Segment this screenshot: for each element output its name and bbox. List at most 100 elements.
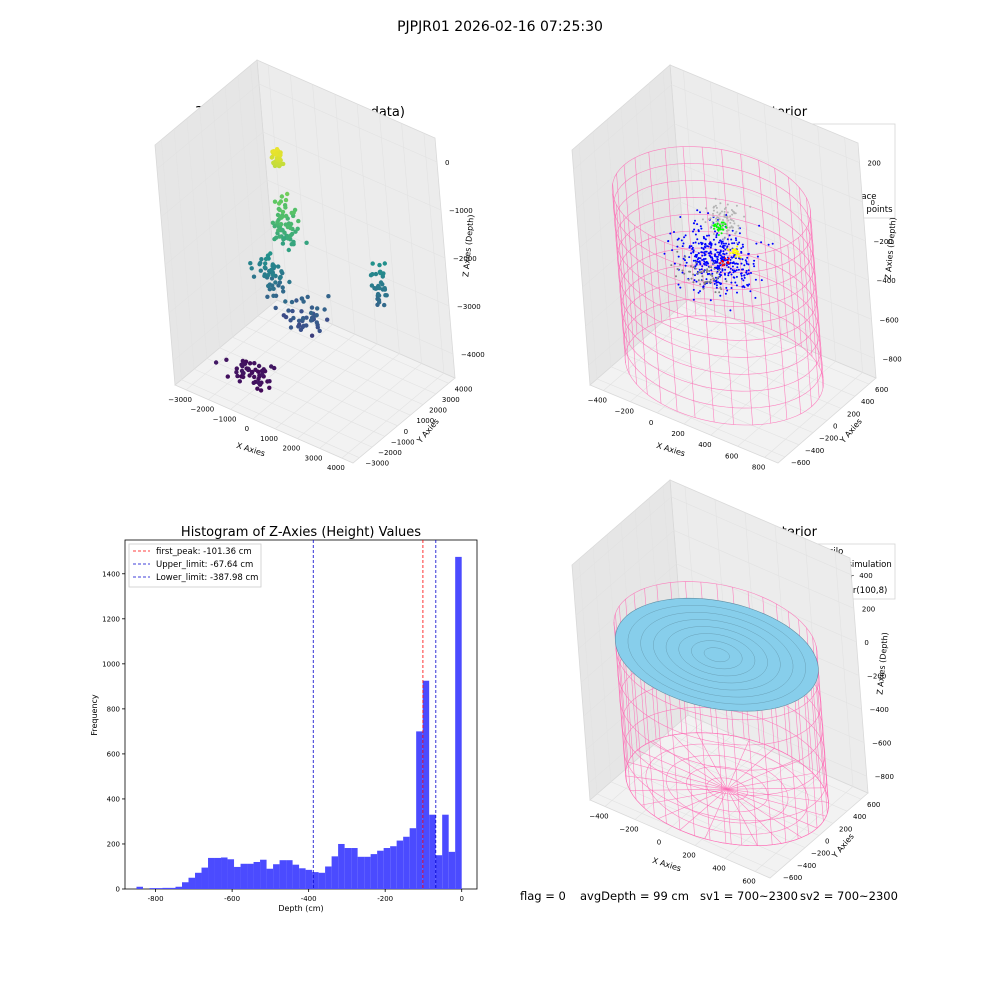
classified-point bbox=[733, 222, 736, 225]
raw-data-point bbox=[370, 272, 375, 277]
classified-point bbox=[715, 225, 718, 227]
classified-point bbox=[719, 249, 722, 252]
silo-floor-spoke bbox=[726, 748, 775, 790]
classified-point bbox=[703, 263, 706, 266]
raw-data-point bbox=[234, 366, 239, 371]
y-tick-label: −400 bbox=[797, 862, 816, 870]
classified-point bbox=[694, 259, 697, 262]
classified-point bbox=[676, 250, 679, 253]
classified-point bbox=[716, 232, 719, 235]
classified-point bbox=[723, 208, 726, 210]
classified-point bbox=[724, 259, 727, 262]
raw-data-point bbox=[247, 361, 253, 366]
silo-floor-spoke bbox=[630, 788, 728, 791]
silo-floor-spoke bbox=[727, 788, 829, 803]
silo-edge bbox=[632, 656, 645, 808]
y-gridline bbox=[634, 95, 842, 409]
classified-point bbox=[725, 286, 728, 289]
classified-point bbox=[724, 257, 727, 260]
classified-point bbox=[734, 212, 737, 215]
raw-data-point bbox=[251, 380, 256, 385]
classified-point bbox=[729, 252, 732, 255]
raw-data-point bbox=[262, 272, 267, 277]
raw-data-point bbox=[267, 379, 272, 384]
y-tick-label: −200 bbox=[811, 850, 830, 858]
raw-data-point bbox=[255, 386, 260, 391]
classified-point bbox=[692, 298, 695, 301]
z-tick-label: −200 bbox=[874, 238, 893, 246]
x-gridline bbox=[694, 525, 794, 846]
raw-data-point bbox=[291, 315, 296, 321]
x-tick-label: −400 bbox=[588, 397, 607, 405]
raw-data-point bbox=[280, 209, 286, 215]
classified-point bbox=[692, 259, 695, 262]
raw-data-point bbox=[270, 220, 276, 225]
classified-point bbox=[716, 264, 719, 267]
raw-data-point bbox=[249, 266, 254, 271]
x-tick-label: 0 bbox=[649, 419, 653, 427]
histogram-bar bbox=[273, 864, 280, 889]
classified-point bbox=[733, 242, 736, 245]
classified-point bbox=[726, 248, 729, 251]
raw-data-point bbox=[285, 191, 290, 197]
y-gridline bbox=[186, 118, 386, 437]
classified-point bbox=[729, 215, 732, 218]
classified-point bbox=[684, 264, 687, 267]
x-tick-label: 0 bbox=[245, 425, 249, 433]
classified-point bbox=[719, 264, 722, 267]
silo-floor-spoke bbox=[652, 740, 728, 790]
x-axis-label: X Axies bbox=[651, 856, 682, 873]
raw-data-point bbox=[309, 305, 315, 310]
classified-point bbox=[717, 251, 720, 254]
classified-point bbox=[726, 245, 729, 248]
silo-floor-spoke bbox=[727, 788, 818, 829]
classified-point bbox=[723, 263, 726, 266]
classified-point bbox=[725, 224, 728, 227]
classified-point bbox=[706, 269, 708, 272]
histogram-bar bbox=[370, 854, 378, 889]
silo-edge bbox=[664, 148, 679, 318]
classified-point bbox=[696, 272, 699, 275]
classified-point bbox=[750, 272, 752, 274]
silo-floor-spoke bbox=[726, 789, 758, 846]
raw-data-point bbox=[274, 235, 279, 240]
classified-point bbox=[696, 223, 699, 226]
silo-edge bbox=[805, 677, 818, 829]
classified-point bbox=[719, 286, 722, 289]
classified-point bbox=[726, 238, 729, 241]
y-tick-label: 400 bbox=[107, 795, 120, 803]
classified-point bbox=[707, 252, 710, 255]
classified-point bbox=[715, 217, 718, 220]
classified-point bbox=[709, 255, 712, 258]
z-tick-label: −800 bbox=[883, 355, 902, 363]
classified-point bbox=[720, 232, 723, 235]
silo-edge bbox=[816, 654, 830, 806]
silo-edge bbox=[811, 670, 824, 822]
classified-point bbox=[679, 216, 682, 218]
raw-data-point bbox=[267, 385, 272, 390]
legend-label: Upper_limit: -67.64 cm bbox=[156, 560, 253, 570]
classified-point bbox=[709, 226, 712, 229]
classified-point bbox=[690, 252, 693, 255]
classified-point bbox=[704, 261, 707, 264]
classified-point bbox=[699, 225, 702, 228]
raw-data-point bbox=[273, 280, 278, 285]
classified-point bbox=[679, 263, 681, 266]
raw-data-point bbox=[256, 363, 262, 369]
classified-point bbox=[729, 309, 732, 312]
x-gridline bbox=[754, 551, 854, 872]
histogram-bar bbox=[312, 872, 319, 889]
histogram-bar bbox=[396, 840, 404, 889]
histogram-bar bbox=[149, 888, 156, 889]
x-gridline bbox=[630, 81, 729, 402]
classified-point bbox=[684, 259, 686, 262]
x-tick-label: 200 bbox=[682, 852, 695, 860]
silo-floor-spoke bbox=[727, 772, 814, 790]
classified-point bbox=[701, 279, 704, 282]
classified-point bbox=[725, 242, 727, 245]
classified-point bbox=[739, 256, 742, 259]
classified-point bbox=[691, 248, 694, 250]
classified-point bbox=[740, 247, 743, 250]
z-axis-label: Z Axies (Depth) bbox=[875, 632, 889, 695]
